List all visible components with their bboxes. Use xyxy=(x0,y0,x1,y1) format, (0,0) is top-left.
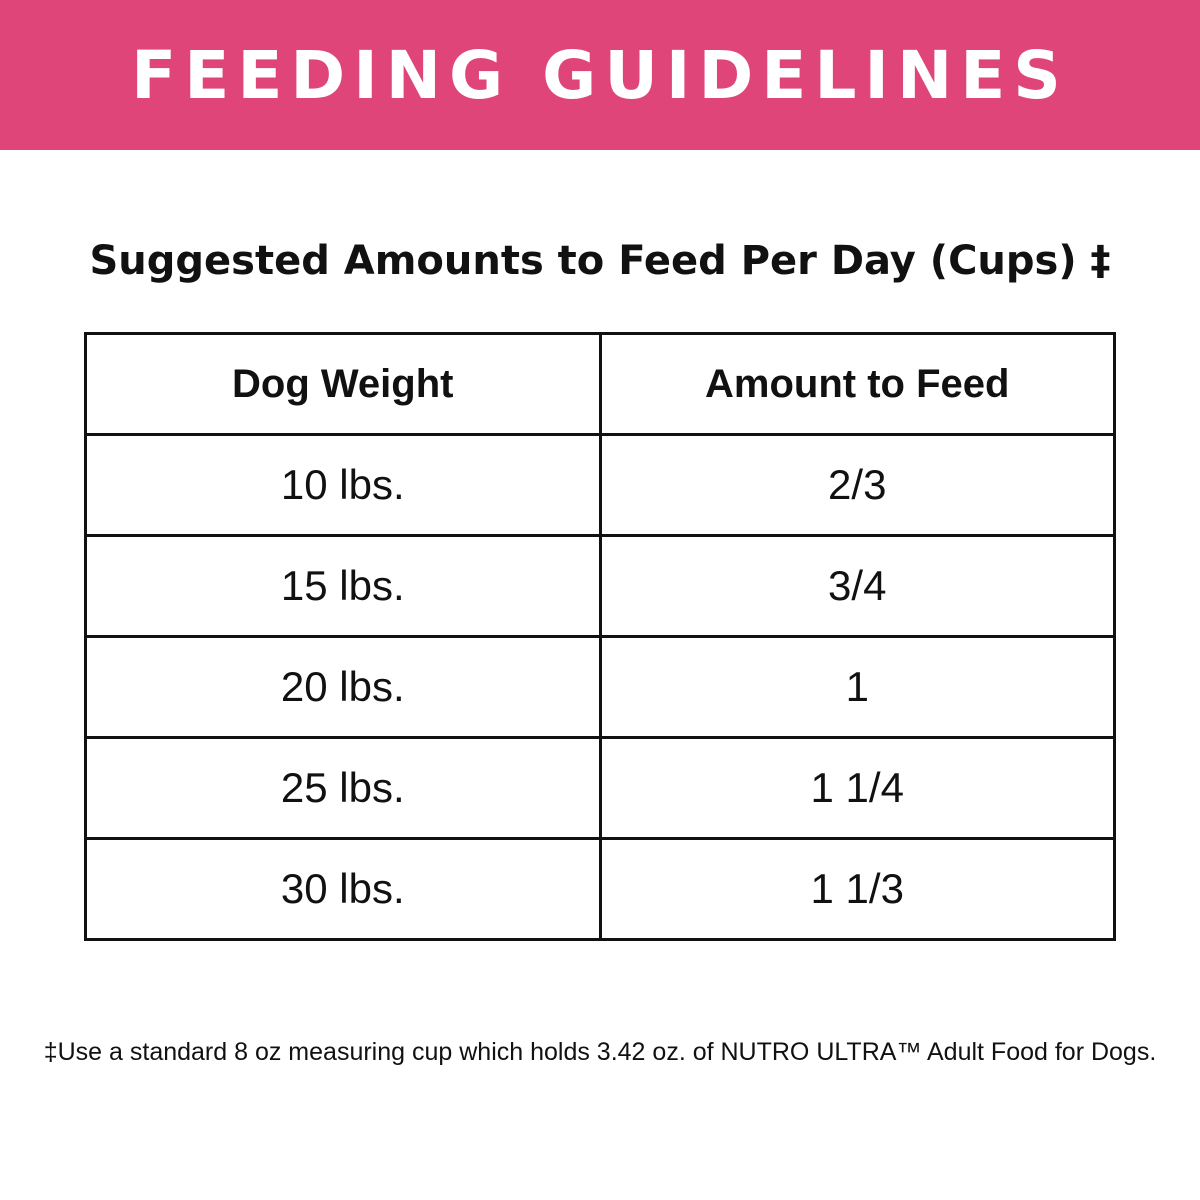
table-body: 10 lbs. 2/3 15 lbs. 3/4 20 lbs. 1 25 lbs. 1 1/4… xyxy=(84,433,1116,941)
table-cell: 20 lbs. xyxy=(84,635,602,739)
table-row: 10 lbs. 2/3 xyxy=(84,433,1116,537)
table-cell: 25 lbs. xyxy=(84,736,602,840)
table-cell: 2/3 xyxy=(598,433,1116,537)
table-cell: 1 xyxy=(598,635,1116,739)
table-row: 15 lbs. 3/4 xyxy=(84,534,1116,638)
table-row: 20 lbs. 1 xyxy=(84,635,1116,739)
table-cell: 3/4 xyxy=(598,534,1116,638)
table-cell: 10 lbs. xyxy=(84,433,602,537)
table-cell: 1 1/3 xyxy=(598,837,1116,941)
column-header: Dog Weight xyxy=(84,332,602,436)
subtitle: Suggested Amounts to Feed Per Day (Cups)… xyxy=(89,238,1111,284)
table-cell: 1 1/4 xyxy=(598,736,1116,840)
feeding-table: Dog Weight Amount to Feed 10 lbs. 2/3 15 lb… xyxy=(84,332,1116,941)
table-row: 30 lbs. 1 1/3 xyxy=(84,837,1116,941)
footnote: ‡Use a standard 8 oz measuring cup which… xyxy=(43,1038,1157,1066)
banner-title: FEEDING GUIDELINES xyxy=(0,0,1200,150)
table-cell: 15 lbs. xyxy=(84,534,602,638)
header-row: Dog Weight Amount to Feed xyxy=(84,332,1116,436)
column-header: Amount to Feed xyxy=(598,332,1116,436)
table-cell: 30 lbs. xyxy=(84,837,602,941)
table-row: 25 lbs. 1 1/4 xyxy=(84,736,1116,840)
